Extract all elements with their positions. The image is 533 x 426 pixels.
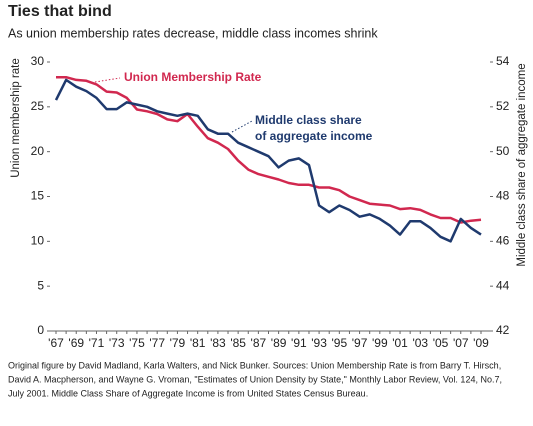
y2-tick-label: 46 xyxy=(496,234,510,248)
y-tick-label: 0 xyxy=(37,323,44,337)
y-tick-label: 25 xyxy=(31,99,45,113)
x-tick-label: '89 xyxy=(271,336,287,350)
label-leader xyxy=(94,77,121,83)
y-axis-label: Union membership rate xyxy=(10,58,22,178)
x-tick-label: '03 xyxy=(412,336,428,350)
y-tick-label: 10 xyxy=(31,234,45,248)
x-tick-label: '83 xyxy=(210,336,226,350)
x-tick-label: '07 xyxy=(453,336,469,350)
x-tick-label: '81 xyxy=(190,336,206,350)
y-tick-label: 30 xyxy=(31,54,45,68)
y2-tick-label: 52 xyxy=(496,99,510,113)
x-tick-label: '09 xyxy=(473,336,489,350)
x-tick-label: '75 xyxy=(129,336,145,350)
series-label: Middle class share xyxy=(255,113,362,127)
series-label: of aggregate income xyxy=(255,129,373,143)
x-tick-label: '77 xyxy=(149,336,165,350)
x-tick-label: '85 xyxy=(230,336,246,350)
y2-axis-label: Middle class share of aggregate income xyxy=(516,63,528,266)
series-line xyxy=(54,78,482,243)
y-tick-label: 15 xyxy=(31,189,45,203)
x-tick-label: '97 xyxy=(352,336,368,350)
x-tick-label: '71 xyxy=(89,336,105,350)
x-tick-label: '05 xyxy=(433,336,449,350)
chart-subtitle: As union membership rates decrease, midd… xyxy=(8,26,378,40)
x-tick-label: '95 xyxy=(332,336,348,350)
y-tick-label: 20 xyxy=(31,144,45,158)
x-tick-label: '99 xyxy=(372,336,388,350)
label-leader xyxy=(231,120,253,133)
x-tick-label: '69 xyxy=(68,336,84,350)
y2-tick-label: 42 xyxy=(496,323,510,337)
series-line xyxy=(56,75,482,224)
x-tick-label: '93 xyxy=(311,336,327,350)
y2-tick-label: 48 xyxy=(496,189,510,203)
y-tick-label: 5 xyxy=(37,278,44,292)
x-tick-label: '91 xyxy=(291,336,307,350)
x-tick-label: '73 xyxy=(109,336,125,350)
x-tick-label: '79 xyxy=(170,336,186,350)
source-note: David A. Macpherson, and Wayne G. Vroman… xyxy=(8,374,502,384)
x-tick-label: '67 xyxy=(48,336,64,350)
x-tick-label: '87 xyxy=(251,336,267,350)
source-note: July 2001. Middle Class Share of Aggrega… xyxy=(8,388,368,398)
y2-tick-label: 50 xyxy=(496,144,510,158)
x-tick-label: '01 xyxy=(392,336,408,350)
source-note: Original figure by David Madland, Karla … xyxy=(8,360,501,370)
series-label: Union Membership Rate xyxy=(124,70,262,84)
chart-title: Ties that bind xyxy=(8,3,112,20)
y2-tick-label: 44 xyxy=(496,278,510,292)
y2-tick-label: 54 xyxy=(496,54,510,68)
